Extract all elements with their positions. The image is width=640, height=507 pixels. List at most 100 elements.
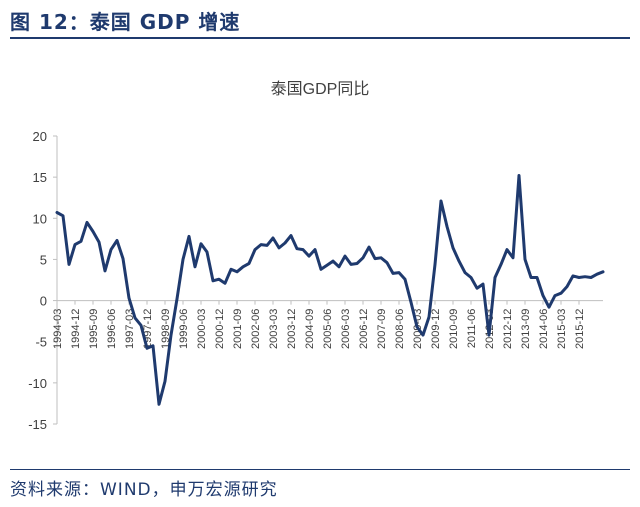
y-tick-label: 5 [40,252,47,267]
data-point [445,225,449,228]
data-point [361,256,365,259]
data-point [115,239,119,242]
y-axis: 20 15 10 5 0 -5 -10 -15 [28,129,58,432]
data-point [475,287,479,290]
data-point [349,263,353,266]
source-note: 资料来源：WIND，申万宏源研究 [10,480,278,500]
data-point [253,248,257,251]
x-tick-label: 2002-06 [250,309,262,349]
data-point [589,276,593,279]
x-tick-label: 2006-12 [358,309,370,349]
x-tick-label: 2003-03 [268,309,280,349]
data-point [529,276,533,279]
x-tick-label: 2004-09 [304,309,316,349]
x-tick-label: 2000-12 [214,309,226,349]
data-point [505,248,509,251]
data-point [109,248,113,251]
y-tick-label: 20 [33,129,47,144]
y-tick-label: -5 [35,335,47,350]
x-tick-label: 1999-06 [178,309,190,349]
x-tick-label: 2012-12 [502,309,514,349]
data-point [301,248,305,251]
data-point [421,333,425,337]
header-rule [10,37,630,39]
x-tick-label: 2015-12 [574,309,586,349]
data-point [265,244,269,247]
data-point [283,241,287,245]
data-point [103,269,107,273]
data-point [181,258,185,261]
data-point [217,278,221,281]
data-point [307,254,311,258]
data-point [55,211,59,214]
x-tick-label: 2011-06 [466,309,478,349]
data-point [385,261,389,264]
data-point [535,276,539,279]
series-layer [55,174,605,406]
chart-container: 泰国GDP同比 20 15 10 5 0 -5 -10 -15 1994-03 1994-12 1… [0,40,640,460]
data-point [523,258,527,261]
gdp-yoy-line [55,174,605,406]
data-point [229,268,233,271]
data-point [97,240,101,244]
data-point [193,265,197,268]
data-point [337,265,341,268]
data-point [241,265,245,268]
x-tick-label: 2015-03 [556,309,568,349]
data-point [61,214,65,217]
data-point [211,279,215,282]
x-tick-label: 2001-09 [232,309,244,349]
data-point [175,297,179,301]
data-point [85,221,89,224]
data-point [541,294,545,297]
x-tick-label: 2006-03 [340,309,352,349]
data-point [205,250,209,254]
data-point [139,324,143,327]
data-point [427,315,431,319]
data-point [571,274,575,278]
data-point [73,243,77,246]
data-point [517,174,521,177]
data-point [91,230,95,233]
x-tick-label: 2014-06 [538,309,550,349]
x-tick-label: 2005-06 [322,309,334,349]
data-point [277,246,281,250]
data-point [367,245,371,249]
y-tick-label: -10 [28,376,47,391]
data-point [391,272,395,275]
data-point [145,347,149,350]
data-point [559,292,563,295]
data-point [67,263,71,266]
figure-title: 图 12：泰国 GDP 增速 [10,10,241,34]
x-tick-label: 2013-09 [520,309,532,349]
x-tick-label: 1994-03 [52,309,64,349]
data-point [223,282,227,285]
data-point [343,254,347,258]
y-tick-label: 15 [33,170,47,185]
data-point [151,344,155,347]
data-point [601,270,605,273]
data-point [565,285,569,288]
x-tick-label: 2000-03 [196,309,208,349]
x-tick-label: 2010-09 [448,309,460,349]
data-point [397,271,401,274]
data-point [313,248,317,251]
data-point [487,333,491,337]
data-point [235,270,239,273]
data-point [133,316,137,320]
footer-rule [10,469,630,470]
data-point [481,282,485,286]
x-tick-label: 2008-06 [394,309,406,349]
data-point [451,246,455,250]
x-axis: 1994-03 1994-12 1995-09 1996-06 1997-03 1997-… [52,300,603,349]
data-point [439,199,443,203]
data-point [379,256,383,259]
x-tick-label: 1994-12 [70,309,82,349]
data-point [79,240,83,243]
data-point [595,273,599,276]
data-point [295,247,299,250]
x-tick-label: 1996-06 [106,309,118,349]
data-point [169,333,173,337]
y-tick-label: 10 [33,211,47,226]
